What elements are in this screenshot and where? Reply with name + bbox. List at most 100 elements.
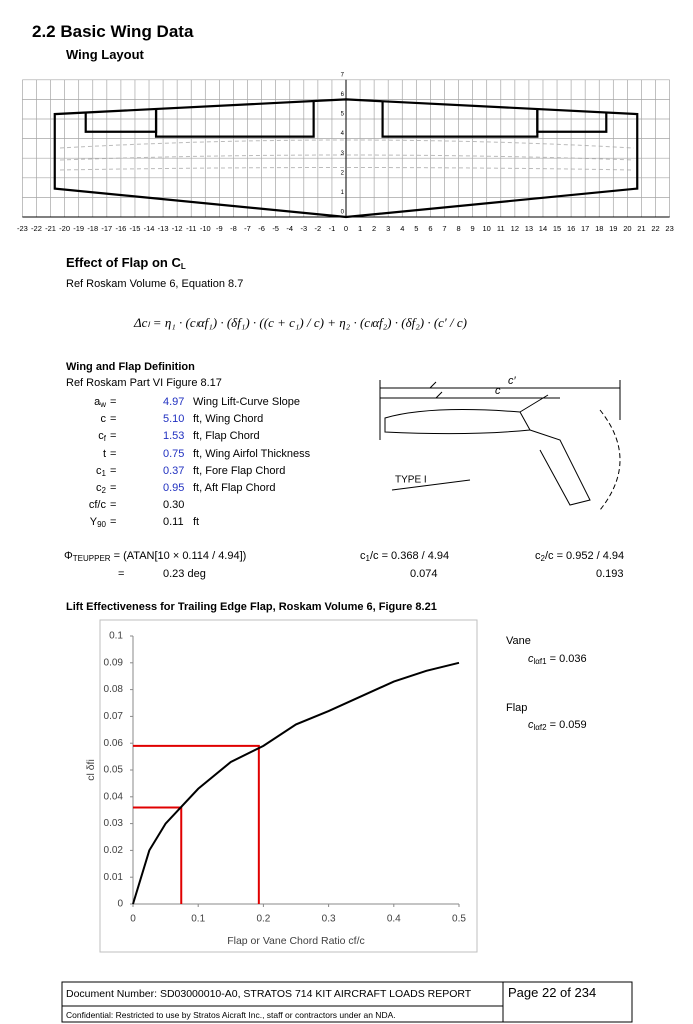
- chart-frame: [99, 619, 478, 953]
- x-tick-label: 3: [386, 224, 390, 233]
- symbol: c: [100, 413, 107, 426]
- symbol-sub: f: [103, 434, 106, 444]
- symbol-sub: lαf2: [533, 723, 547, 732]
- x-tick-label: 0: [130, 914, 136, 925]
- row-unit: ft, Wing Airfol Thickness: [193, 447, 311, 460]
- x-axis-label: Flap or Vane Chord Ratio cf/c: [227, 935, 365, 947]
- x-tick-label: -2: [315, 224, 322, 233]
- row-symbol: cf/c: [89, 498, 106, 512]
- x-tick-label: 0.4: [387, 914, 401, 925]
- flap-figure: [379, 380, 621, 511]
- wing-outline: [536, 109, 608, 133]
- x-tick-label: -9: [216, 224, 223, 233]
- x-tick-label: 11: [497, 224, 505, 233]
- calc-label: c2/c = 0.952 / 4.94: [535, 549, 624, 566]
- note-value: clαf1 = 0.036: [528, 652, 587, 669]
- y-tick-label: 0.08: [104, 684, 124, 695]
- symbol: t: [102, 447, 106, 460]
- symbol: cf/c: [88, 499, 106, 512]
- footer-page: Page 22 of 234: [508, 985, 597, 1000]
- row-value: 0.30: [163, 499, 185, 512]
- calc-result: 0.074: [410, 568, 438, 580]
- x-tick-label: 1: [358, 224, 362, 233]
- row-value: 0.95: [163, 482, 185, 494]
- x-tick-label: -4: [286, 224, 293, 233]
- row-equals: =: [110, 396, 117, 408]
- section-subtitle: Wing Layout: [66, 47, 144, 62]
- footer-box: [61, 981, 633, 1023]
- y-tick-label: 4: [341, 131, 345, 137]
- symbol: c: [96, 464, 102, 477]
- x-tick-label: 21: [637, 224, 645, 233]
- x-tick-label: -16: [115, 224, 126, 233]
- y-tick-label: 0.09: [104, 657, 124, 668]
- x-tick-label: -5: [272, 224, 279, 233]
- wing-outline: [53, 98, 639, 219]
- symbol: c: [360, 550, 366, 562]
- symbol: c: [528, 719, 534, 731]
- y-tick-label: 0: [117, 899, 123, 910]
- x-tick-label: 12: [511, 224, 519, 233]
- row-equals: =: [110, 447, 117, 460]
- x-tick-label: 14: [539, 224, 547, 233]
- row-symbol: c: [101, 412, 107, 426]
- x-tick-label: 18: [595, 224, 603, 233]
- row-value: 4.97: [163, 396, 185, 408]
- x-tick-label: -3: [300, 224, 307, 233]
- x-tick-label: -6: [258, 224, 265, 233]
- page-title: 2.2 Basic Wing Data: [32, 22, 194, 41]
- y-tick-label: 7: [341, 72, 345, 78]
- figure-label: TYPE I: [395, 475, 427, 486]
- row-symbol: cf: [98, 429, 106, 446]
- symbol-sub: w: [100, 400, 106, 409]
- x-tick-label: 9: [471, 224, 475, 233]
- y-tick-label: 0.01: [104, 872, 124, 883]
- footer-document: Document Number: SD03000010-A0, STRATOS …: [66, 988, 472, 1000]
- row-equals: =: [110, 482, 117, 494]
- x-tick-label: 6: [428, 224, 432, 233]
- y-tick-label: 0.05: [104, 765, 124, 776]
- x-tick-label: 0.1: [191, 914, 205, 925]
- dashed-guide: [59, 139, 635, 171]
- x-tick-label: 15: [553, 224, 561, 233]
- calc-expr: /c = 0.368 / 4.94: [369, 550, 450, 562]
- x-tick-label: 10: [483, 224, 491, 233]
- x-tick-label: 8: [456, 224, 460, 233]
- row-value: 0.75: [163, 447, 185, 460]
- row-symbol: Y90: [90, 515, 106, 532]
- x-tick-label: -18: [87, 224, 98, 233]
- calc-equals: =: [118, 568, 125, 580]
- symbol: c: [528, 653, 534, 665]
- symbol-sub: TEUPPER: [72, 554, 111, 563]
- row-symbol: c2: [96, 481, 106, 498]
- x-tick-label: -13: [158, 224, 169, 233]
- x-tick-label: 7: [442, 224, 446, 233]
- x-tick-label: 20: [623, 224, 631, 233]
- x-tick-label: -21: [45, 224, 56, 233]
- note-text: = 0.036: [549, 653, 587, 665]
- x-tick-label: 16: [567, 224, 575, 233]
- calc-result: 0.193: [596, 568, 624, 580]
- y-tick-label: 1: [341, 190, 345, 196]
- figure-label: c: [495, 385, 501, 397]
- row-equals: =: [110, 430, 117, 443]
- symbol: a: [94, 396, 101, 408]
- row-unit: ft, Aft Flap Chord: [193, 482, 276, 494]
- x-tick-label: 19: [609, 224, 617, 233]
- row-symbol: t: [103, 447, 106, 461]
- x-tick-label: 2: [372, 224, 376, 233]
- row-unit: ft, Fore Flap Chord: [193, 464, 286, 477]
- section-heading: Wing and Flap Definition: [66, 361, 195, 373]
- x-tick-label: 4: [400, 224, 404, 233]
- x-tick-label: 23: [665, 224, 673, 233]
- y-axis-label: cl δfi: [85, 759, 97, 781]
- symbol-sub: 1: [365, 554, 370, 563]
- note-text: = 0.059: [549, 719, 587, 731]
- x-tick-label: -14: [144, 224, 155, 233]
- row-equals: =: [110, 464, 117, 477]
- x-tick-label: 0.5: [452, 914, 466, 925]
- row-unit: Wing Lift-Curve Slope: [193, 396, 300, 408]
- x-tick-label: -17: [101, 224, 112, 233]
- row-unit: ft, Wing Chord: [193, 413, 264, 426]
- curve: [132, 661, 460, 905]
